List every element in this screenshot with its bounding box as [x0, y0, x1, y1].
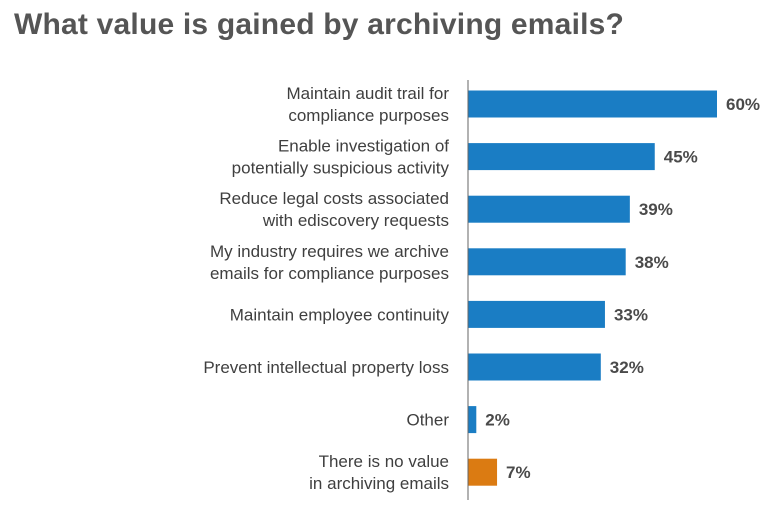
category-label-line: Maintain audit trail for [286, 84, 449, 103]
bar-1 [468, 90, 717, 118]
value-label-7: 2% [485, 411, 510, 430]
category-label-line: Reduce legal costs associated [219, 189, 449, 208]
bar-5 [468, 300, 605, 328]
value-label-8: 7% [506, 463, 531, 482]
category-label-1: Maintain audit trail for compliance purpo… [286, 84, 449, 125]
value-label-2: 45% [664, 148, 698, 167]
category-label-line: There is no value [319, 452, 449, 471]
category-label-line: My industry requires we archive [210, 242, 449, 261]
category-label-line: Maintain employee continuity [230, 305, 450, 324]
value-label-6: 32% [610, 358, 644, 377]
category-label-line: compliance purposes [288, 106, 449, 125]
category-label-8: There is no value in archiving emails [309, 452, 449, 493]
bar-7 [468, 406, 477, 434]
category-label-6: Prevent intellectual property loss [203, 358, 449, 377]
bar-4 [468, 248, 626, 276]
bar-6 [468, 353, 601, 381]
category-label-4: My industry requires we archive emails fo… [210, 242, 449, 283]
category-label-5: Maintain employee continuity [230, 305, 450, 324]
value-label-3: 39% [639, 200, 673, 219]
chart-title: What value is gained by archiving emails… [14, 8, 625, 41]
value-label-5: 33% [614, 305, 648, 324]
bar-3 [468, 195, 630, 223]
category-label-line: in archiving emails [309, 474, 449, 493]
category-label-line: Prevent intellectual property loss [203, 358, 449, 377]
category-label-line: with ediscovery requests [262, 211, 449, 230]
bar-8 [468, 458, 498, 486]
category-label-line: potentially suspicious activity [232, 159, 450, 178]
category-label-line: emails for compliance purposes [210, 264, 449, 283]
category-label-3: Reduce legal costs associated with edisco… [219, 189, 449, 230]
category-label-line: Other [406, 411, 449, 430]
value-label-1: 60% [726, 95, 760, 114]
category-label-7: Other [406, 411, 449, 430]
bar-2 [468, 143, 655, 171]
category-label-line: Enable investigation of [278, 137, 449, 156]
category-label-2: Enable investigation of potentially suspi… [232, 137, 450, 178]
value-label-4: 38% [635, 253, 669, 272]
